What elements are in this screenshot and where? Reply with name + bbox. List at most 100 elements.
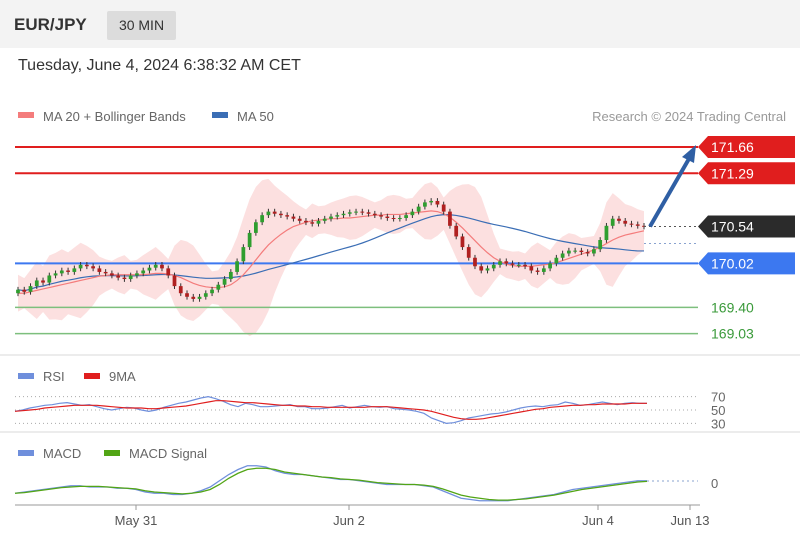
rsi-level-label: 30	[711, 416, 725, 431]
candle-body	[247, 232, 252, 248]
candle-body	[347, 212, 352, 214]
resistance-price-tag	[698, 136, 795, 159]
copyright-label: Research © 2024 Trading Central	[592, 109, 786, 124]
candle-body	[416, 206, 421, 212]
candle-body	[385, 216, 390, 218]
candle-body	[197, 296, 202, 299]
candle-body	[441, 204, 446, 212]
candle-body	[297, 218, 302, 221]
candle-body	[397, 218, 402, 219]
candle-body	[372, 213, 377, 216]
candle-body	[404, 215, 408, 218]
candle-body	[72, 268, 77, 272]
candle-body	[310, 222, 315, 224]
timestamp: Tuesday, June 4, 2024 6:38:32 AM CET	[18, 57, 301, 74]
header-bar: EUR/JPY 30 MIN	[0, 0, 800, 48]
candle-body	[285, 215, 290, 217]
last-price-tag	[698, 215, 795, 238]
candle-body	[279, 213, 283, 216]
candle-body	[235, 261, 239, 272]
candle-body	[116, 275, 121, 278]
candle-body	[548, 263, 552, 269]
candle-body	[228, 271, 233, 280]
candle-body	[585, 252, 590, 254]
candle-body	[567, 250, 571, 254]
x-tick-label: Jun 4	[582, 513, 614, 528]
candle-body	[241, 247, 246, 262]
rsi-ma-line	[14, 400, 647, 420]
candle-body	[191, 296, 196, 299]
candle-body	[623, 220, 628, 224]
legend-swatch-macd	[18, 450, 34, 456]
candle-body	[254, 222, 258, 233]
candle-body	[28, 286, 33, 292]
candle-body	[291, 216, 296, 219]
candle-body	[78, 264, 83, 269]
candle-body	[128, 275, 133, 280]
candle-body	[554, 257, 559, 264]
candle-body	[178, 286, 183, 294]
candle-body	[84, 264, 89, 267]
legend-swatch-rsi	[18, 373, 34, 379]
resistance-price-label: 171.29	[711, 165, 754, 181]
candle-body	[103, 271, 108, 274]
legend-label-rsi: RSI	[43, 369, 65, 384]
legend-label-macd: MACD	[43, 446, 81, 461]
candle-body	[617, 218, 621, 221]
candle-body	[360, 211, 365, 213]
candle-body	[529, 266, 534, 271]
symbol-label: EUR/JPY	[14, 15, 87, 34]
candle-body	[573, 250, 578, 252]
resistance-price-tag	[698, 162, 795, 185]
candle-body	[366, 212, 371, 214]
candle-body	[516, 264, 521, 266]
macd-signal-line	[14, 467, 648, 501]
candle-body	[485, 268, 490, 271]
candle-body	[341, 213, 346, 216]
macd-level-label: 0	[711, 476, 718, 491]
candle-body	[598, 240, 603, 250]
candle-body	[535, 270, 540, 272]
x-tick-label: Jun 2	[333, 513, 365, 528]
candle-body	[141, 270, 146, 274]
candle-body	[460, 236, 465, 248]
candle-body	[260, 215, 265, 223]
bollinger-band	[18, 178, 644, 337]
candle-body	[66, 270, 70, 272]
minor-level-label: 169.03	[711, 326, 754, 342]
candle-body	[97, 268, 102, 272]
candle-body	[329, 216, 333, 219]
candle-body	[203, 293, 208, 297]
legend-label-ma50: MA 50	[237, 109, 274, 124]
candle-body	[335, 215, 340, 217]
candle-body	[304, 220, 308, 223]
candle-body	[266, 211, 271, 216]
candle-body	[379, 215, 383, 217]
rsi-level-label: 70	[711, 390, 725, 405]
candle-body	[504, 261, 509, 264]
candle-body	[541, 268, 546, 272]
last-price-label: 170.54	[711, 219, 754, 235]
candle-body	[216, 284, 221, 290]
candle-body	[147, 267, 152, 271]
candle-body	[466, 247, 471, 258]
candle-body	[122, 277, 127, 280]
candle-body	[316, 220, 321, 224]
candle-body	[166, 268, 171, 276]
x-tick-label: Jun 13	[670, 513, 709, 528]
candle-body	[210, 289, 214, 294]
timeframe-button[interactable]: 30 MIN	[107, 11, 176, 40]
legend-swatch-ma50	[212, 112, 228, 118]
candle-body	[391, 218, 396, 219]
projection-arrow	[648, 156, 692, 228]
support-price-tag	[698, 252, 795, 275]
resistance-price-label: 171.66	[711, 139, 754, 155]
candle-body	[22, 289, 27, 292]
candle-body	[322, 218, 327, 221]
minor-level-label: 169.40	[711, 299, 754, 315]
candle-body	[498, 261, 502, 265]
candle-body	[222, 279, 227, 285]
candle-body	[610, 218, 615, 226]
candle-body	[185, 293, 189, 297]
candle-body	[91, 266, 95, 269]
